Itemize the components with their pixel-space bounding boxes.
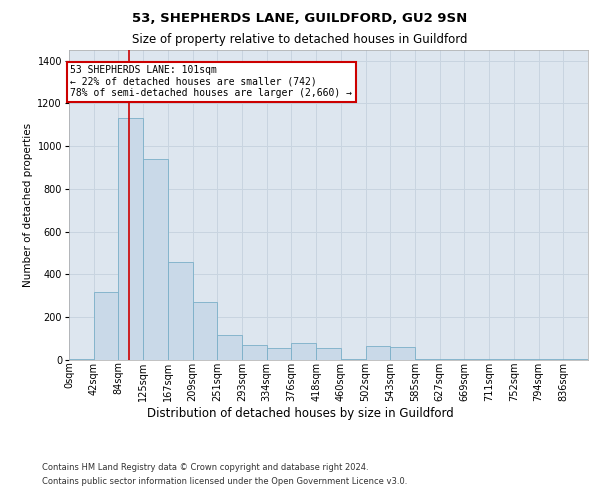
Bar (267, 348, 292, 360)
Bar (341, 359, 365, 360)
Bar (193, 302, 217, 360)
Text: Size of property relative to detached houses in Guildford: Size of property relative to detached ho… (132, 32, 468, 46)
Bar (242, 345, 267, 360)
Bar (365, 346, 390, 360)
Text: Distribution of detached houses by size in Guildford: Distribution of detached houses by size … (146, 408, 454, 420)
Text: 53 SHEPHERDS LANE: 101sqm
← 22% of detached houses are smaller (742)
78% of semi: 53 SHEPHERDS LANE: 101sqm ← 22% of detac… (70, 65, 352, 98)
Bar (168, 262, 193, 360)
Text: Contains public sector information licensed under the Open Government Licence v3: Contains public sector information licen… (42, 478, 407, 486)
Bar (118, 118, 143, 360)
Bar (69, 359, 94, 360)
Bar (440, 359, 464, 360)
Bar (415, 359, 440, 360)
Bar (539, 359, 563, 360)
Y-axis label: Number of detached properties: Number of detached properties (23, 123, 33, 287)
Text: Contains HM Land Registry data © Crown copyright and database right 2024.: Contains HM Land Registry data © Crown c… (42, 462, 368, 471)
Text: 53, SHEPHERDS LANE, GUILDFORD, GU2 9SN: 53, SHEPHERDS LANE, GUILDFORD, GU2 9SN (133, 12, 467, 26)
Bar (464, 359, 489, 360)
Bar (94, 292, 118, 360)
Bar (217, 336, 242, 360)
Bar (514, 359, 539, 360)
Bar (489, 359, 514, 360)
Bar (143, 159, 168, 360)
Bar (390, 347, 415, 360)
Bar (316, 348, 341, 360)
Bar (292, 343, 316, 360)
Bar (563, 359, 588, 360)
